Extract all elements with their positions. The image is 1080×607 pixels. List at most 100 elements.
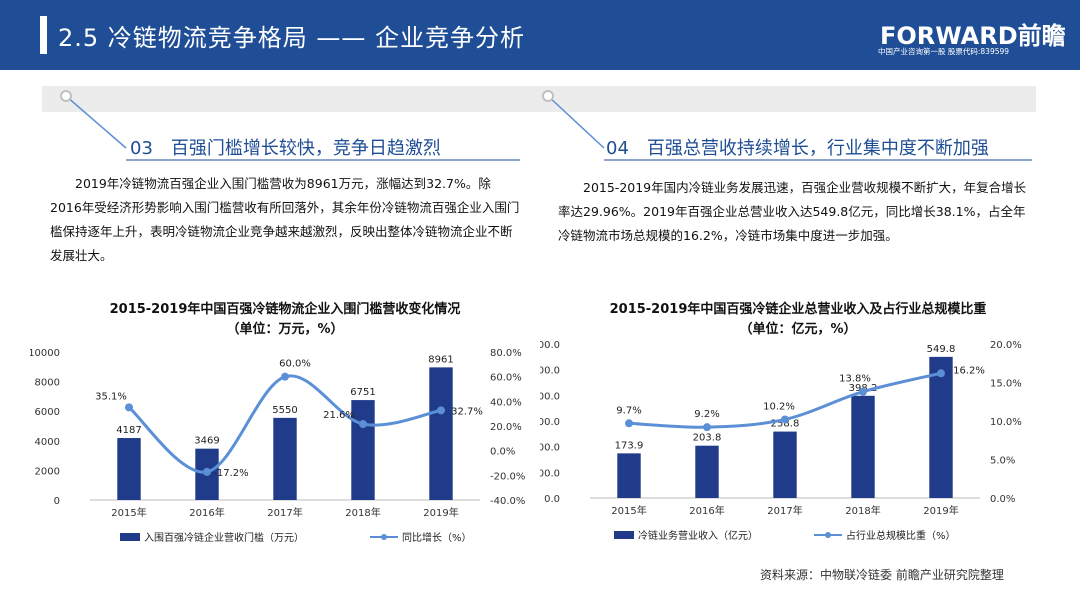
line-point: [281, 372, 289, 381]
x-tick-label: 2019年: [923, 504, 958, 517]
line-point: [125, 403, 133, 412]
legend-bar-label: 入围百强冷链企业营收门槛（万元）: [144, 531, 304, 544]
line-point: [703, 423, 711, 432]
left-chart: 0 2000 4000 6000 8000 10000 -40.0% -20.0% 0.0% 20…: [30, 348, 525, 544]
brand-logo: FORWARD前瞻: [880, 22, 1066, 50]
y2-tick-label: 5.0%: [990, 456, 1015, 467]
bar: [773, 431, 797, 498]
y-tick-label: 0.0: [544, 494, 560, 505]
y2-tick-label: 80.0%: [490, 348, 522, 359]
left-section-title: 03 百强门槛增长较快，竞争日趋激烈: [130, 138, 441, 159]
line-point: [781, 415, 789, 424]
bar: [117, 438, 141, 500]
line-point: [859, 387, 867, 396]
line-value-label: 35.1%: [95, 391, 127, 402]
x-tick-label: 2015年: [111, 506, 146, 519]
y-tick-label: 200.0: [540, 443, 560, 454]
pin-icon: [542, 90, 554, 102]
line-point: [625, 419, 633, 428]
line-value-label: 60.0%: [279, 359, 311, 370]
bar-value-label: 549.8: [927, 344, 956, 355]
y2-tick-label: 40.0%: [490, 397, 522, 408]
x-tick-label: 2016年: [189, 506, 224, 519]
page-title: 2.5 冷链物流竞争格局 —— 企业竞争分析: [58, 24, 526, 52]
y-tick-label: 4000: [35, 437, 60, 448]
pin-icon: [60, 90, 72, 102]
x-tick-label: 2017年: [767, 504, 802, 517]
y2-tick-label: 20.0%: [990, 340, 1022, 351]
y2-tick-label: -40.0%: [490, 496, 525, 507]
y-tick-label: 100.0: [540, 468, 560, 479]
left-paragraph: 2019年冷链物流百强企业入围门槛营收为8961万元，涨幅达到32.7%。除20…: [50, 176, 520, 263]
line-value-label: -17.2%: [213, 468, 248, 479]
y-tick-label: 6000: [35, 407, 60, 418]
bar-value-label: 4187: [116, 425, 141, 436]
y-tick-label: 8000: [35, 378, 60, 389]
right-chart: 0.0 100.0 200.0 300.0 400.0 500.0 600.0 0.0% 5.0…: [540, 340, 1022, 542]
y2-tick-label: 20.0%: [490, 422, 522, 433]
legend-line-marker: [825, 532, 831, 538]
section-band: [42, 86, 1036, 112]
y-tick-label: 10000: [30, 348, 60, 359]
bar-value-label: 8961: [428, 354, 453, 365]
y-tick-label: 300.0: [540, 417, 560, 428]
y2-tick-label: -20.0%: [490, 471, 525, 482]
line-value-label: 21.6%: [323, 410, 355, 421]
y-tick-label: 400.0: [540, 391, 560, 402]
legend-bar-label: 冷链业务营业收入（亿元）: [638, 529, 758, 542]
x-tick-label: 2018年: [345, 506, 380, 519]
bar-value-label: 5550: [272, 405, 297, 416]
bar: [695, 445, 719, 498]
header-accent: [40, 16, 47, 54]
bar: [929, 356, 953, 498]
section-connectors: [65, 95, 1032, 161]
legend-line-label: 同比增长（%）: [402, 531, 472, 544]
y-tick-label: 2000: [35, 466, 60, 477]
right-section-title: 04 百强总营收持续增长，行业集中度不断加强: [606, 138, 989, 159]
bar-value-label: 258.8: [771, 419, 800, 430]
bar: [429, 367, 453, 500]
bar: [851, 395, 875, 498]
source-note: 资料来源：中物联冷链委 前瞻产业研究院整理: [760, 568, 1004, 582]
x-tick-label: 2019年: [423, 506, 458, 519]
brand-subtitle: 中国产业咨询第一股 股票代码:839599: [878, 47, 1010, 56]
left-chart-title: 2015-2019年中国百强冷链物流企业入围门槛营收变化情况: [109, 302, 461, 317]
bar-value-label: 203.8: [693, 433, 722, 444]
y-tick-label: 600.0: [540, 340, 560, 351]
y2-tick-label: 0.0%: [490, 447, 515, 458]
x-tick-label: 2016年: [689, 504, 724, 517]
bar-value-label: 3469: [194, 436, 219, 447]
line-value-label: 9.7%: [616, 405, 641, 416]
legend-line-marker: [381, 534, 387, 540]
legend-bar-swatch: [614, 531, 634, 539]
legend-bar-swatch: [120, 533, 140, 541]
y-tick-label: 0: [54, 496, 60, 507]
bar-value-label: 6751: [350, 387, 375, 398]
bar: [273, 417, 297, 500]
line-point: [203, 467, 211, 476]
line-value-label: 32.7%: [451, 406, 483, 417]
line-value-label: 9.2%: [694, 409, 719, 420]
line-point: [437, 406, 445, 415]
line-point: [937, 369, 945, 378]
y2-tick-label: 60.0%: [490, 373, 522, 384]
line-value-label: 13.8%: [839, 374, 871, 385]
bar: [617, 453, 641, 498]
x-tick-label: 2015年: [611, 504, 646, 517]
y2-tick-label: 15.0%: [990, 379, 1022, 390]
header-bar: 2.5 冷链物流竞争格局 —— 企业竞争分析 FORWARD前瞻 中国产业咨询第…: [0, 0, 1080, 70]
x-tick-label: 2018年: [845, 504, 880, 517]
right-paragraph: 2015-2019年国内冷链业务发展迅速，百强企业营收规模不断扩大，年复合增长率…: [558, 180, 1027, 243]
x-tick-label: 2017年: [267, 506, 302, 519]
right-chart-title: 2015-2019年中国百强冷链企业总营业收入及占行业总规模比重: [609, 302, 987, 317]
line-point: [359, 420, 367, 429]
legend-line-label: 占行业总规模比重（%）: [846, 529, 956, 542]
right-chart-subtitle: （单位：亿元，%）: [739, 322, 857, 337]
bar-value-label: 173.9: [615, 440, 644, 451]
y2-tick-label: 10.0%: [990, 417, 1022, 428]
y2-tick-label: 0.0%: [990, 494, 1015, 505]
y-tick-label: 500.0: [540, 366, 560, 377]
left-chart-subtitle: （单位：万元，%）: [226, 322, 344, 337]
line-value-label: 10.2%: [763, 401, 795, 412]
line-value-label: 16.2%: [953, 365, 985, 376]
